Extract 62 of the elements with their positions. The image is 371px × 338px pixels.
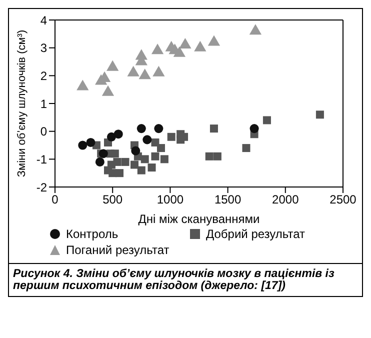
y-tick-label: -1 [36, 152, 48, 166]
point [316, 110, 324, 119]
x-tick-label: 500 [102, 192, 123, 207]
point [142, 135, 152, 144]
y-axis-title: Зміни об’єму шлуночків (см³) [16, 30, 28, 178]
point [167, 132, 176, 141]
point [156, 144, 165, 152]
point [86, 138, 96, 147]
point [130, 160, 138, 169]
point [151, 44, 164, 54]
x-tick-label: 2000 [272, 192, 300, 207]
point [110, 150, 119, 158]
point [116, 169, 124, 178]
x-axis-title: Дні між скануваннями [138, 212, 260, 226]
point [151, 138, 160, 146]
legend-label: Добрий результат [206, 227, 305, 241]
point [151, 152, 160, 160]
point [173, 46, 186, 57]
y-tick-label: 2 [40, 68, 48, 83]
x-tick-label: 0 [52, 192, 59, 207]
point [152, 66, 165, 76]
point [78, 140, 88, 150]
point [249, 24, 262, 35]
y-tick-label: 1 [40, 96, 48, 111]
point [160, 155, 168, 164]
point [148, 164, 156, 172]
legend-label: Контроль [66, 227, 118, 241]
point [210, 124, 218, 133]
point [250, 124, 259, 134]
y-tick-label: 3 [40, 41, 48, 56]
point [136, 124, 146, 134]
x-tick-label: 1000 [156, 192, 184, 207]
point [113, 158, 122, 166]
point [131, 146, 140, 156]
point [106, 132, 116, 142]
text: Рисунок 4. Зміни об’єму шлуночків мозку в пацієнтів із першим психотичним епізодом (джерело: [17]) [9, 263, 362, 296]
y-tick-label: 4 [40, 13, 48, 28]
point [176, 136, 185, 144]
point [154, 124, 164, 134]
point [95, 157, 104, 166]
point [114, 130, 123, 139]
point [121, 158, 130, 166]
point [140, 155, 149, 164]
point [102, 85, 114, 96]
point [138, 68, 151, 80]
point [262, 116, 271, 124]
point [76, 80, 89, 90]
point [127, 66, 140, 76]
point [208, 35, 220, 46]
point [137, 166, 146, 174]
x-tick-label: 2500 [330, 192, 357, 207]
point [242, 144, 250, 152]
point [179, 38, 192, 49]
y-tick-label: -2 [36, 180, 48, 194]
point [194, 40, 206, 52]
point [205, 152, 214, 160]
x-tick-label: 1500 [214, 192, 242, 207]
point [213, 152, 222, 160]
point [106, 60, 119, 71]
point [98, 149, 108, 158]
y-tick-label: 0 [40, 124, 48, 139]
legend-label: Поганий результат [66, 243, 170, 257]
